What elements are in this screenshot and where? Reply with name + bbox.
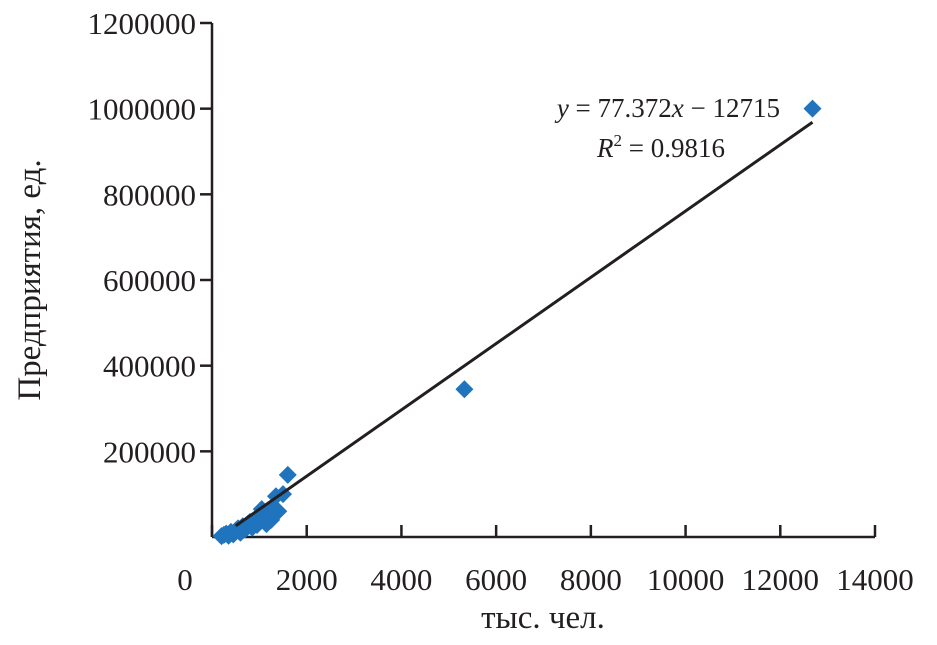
- y-tick-label: 600000: [103, 263, 196, 298]
- x-tick-label: 6000: [465, 562, 527, 597]
- trendline: [234, 120, 814, 528]
- x-tick-label: 0: [177, 562, 193, 597]
- axes: [200, 21, 877, 539]
- data-points: [212, 99, 822, 546]
- data-point: [262, 510, 281, 529]
- data-point: [803, 99, 822, 118]
- y-tick-label: 1000000: [88, 92, 197, 127]
- y-tick-label: 200000: [103, 434, 196, 469]
- x-tick-label: 14000: [836, 562, 914, 597]
- trendline-equation: y = 77.372x − 12715: [554, 93, 780, 123]
- x-tick-label: 12000: [742, 562, 820, 597]
- data-point: [278, 465, 297, 484]
- tick-labels: 0 2000 4000 6000 8000 10000 12000 14000 200000 40…: [88, 6, 914, 597]
- y-tick-label: 1200000: [88, 6, 197, 41]
- x-tick-label: 8000: [560, 562, 622, 597]
- x-tick-label: 10000: [647, 562, 725, 597]
- x-tick-label: 2000: [276, 562, 338, 597]
- data-point: [269, 502, 288, 521]
- data-point: [455, 380, 474, 399]
- y-tick-label: 800000: [103, 177, 196, 212]
- x-axis-label: тыс. чел.: [481, 600, 605, 636]
- r-squared-label: R2 = 0.9816: [596, 131, 725, 163]
- y-tick-label: 400000: [103, 349, 196, 384]
- y-axis-label: Предприятия, ед.: [12, 159, 48, 400]
- x-tick-label: 4000: [370, 562, 432, 597]
